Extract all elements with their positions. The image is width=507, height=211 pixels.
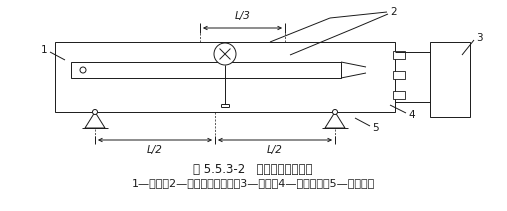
Text: 1—框轴；2—千分表或位移计；3—试件；4—角状切片；5—滚动支座: 1—框轴；2—千分表或位移计；3—试件；4—角状切片；5—滚动支座	[131, 178, 375, 188]
Text: L/2: L/2	[147, 145, 163, 155]
Text: 5: 5	[372, 123, 379, 133]
Text: 图 5.5.3-2   挠度测量装置示意: 图 5.5.3-2 挠度测量装置示意	[193, 163, 313, 176]
Polygon shape	[85, 112, 105, 128]
Text: 1: 1	[41, 45, 47, 55]
Text: 2: 2	[390, 7, 396, 17]
Bar	[393, 71, 405, 79]
Circle shape	[214, 43, 236, 65]
Text: L/3: L/3	[235, 11, 250, 21]
Circle shape	[333, 110, 338, 115]
Text: 3: 3	[476, 33, 483, 43]
Bar	[393, 91, 405, 99]
Text: 4: 4	[408, 110, 415, 120]
Text: L/2: L/2	[267, 145, 283, 155]
Bar	[430, 42, 470, 117]
Circle shape	[80, 67, 86, 73]
Bar	[71, 62, 341, 78]
Bar	[393, 51, 405, 59]
Bar	[55, 42, 395, 112]
Polygon shape	[325, 112, 345, 128]
Circle shape	[92, 110, 97, 115]
